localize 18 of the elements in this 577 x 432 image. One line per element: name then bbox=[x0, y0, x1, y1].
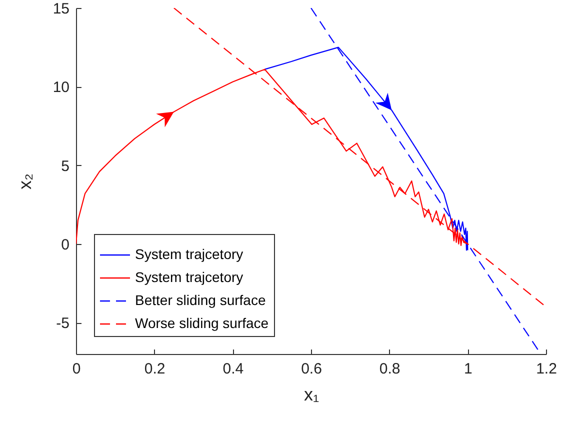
y-tick-label: -5 bbox=[56, 315, 70, 332]
y-tick-label: 5 bbox=[61, 158, 70, 175]
legend-label: System trajcetory bbox=[135, 269, 244, 285]
x-axis-title: x₁ bbox=[304, 384, 320, 404]
legend-label: Worse sliding surface bbox=[135, 315, 269, 331]
y-tick-label: 10 bbox=[52, 79, 70, 96]
legend-label: Better sliding surface bbox=[135, 292, 266, 308]
x-tick-label: 1 bbox=[464, 360, 472, 378]
x-tick-label: 1.2 bbox=[536, 360, 557, 378]
y-tick-label: 0 bbox=[61, 236, 70, 254]
x-tick-label: 0.2 bbox=[144, 360, 166, 378]
x-tick-label: 0 bbox=[72, 360, 81, 378]
y-tick-label: 15 bbox=[52, 0, 70, 18]
x-tick-label: 0.4 bbox=[222, 360, 244, 378]
x-tick-label: 0.6 bbox=[301, 360, 322, 378]
x-tick-label: 0.8 bbox=[379, 360, 400, 378]
legend-label: System trajcetory bbox=[135, 246, 244, 262]
y-axis-title: x₂ bbox=[14, 174, 35, 190]
